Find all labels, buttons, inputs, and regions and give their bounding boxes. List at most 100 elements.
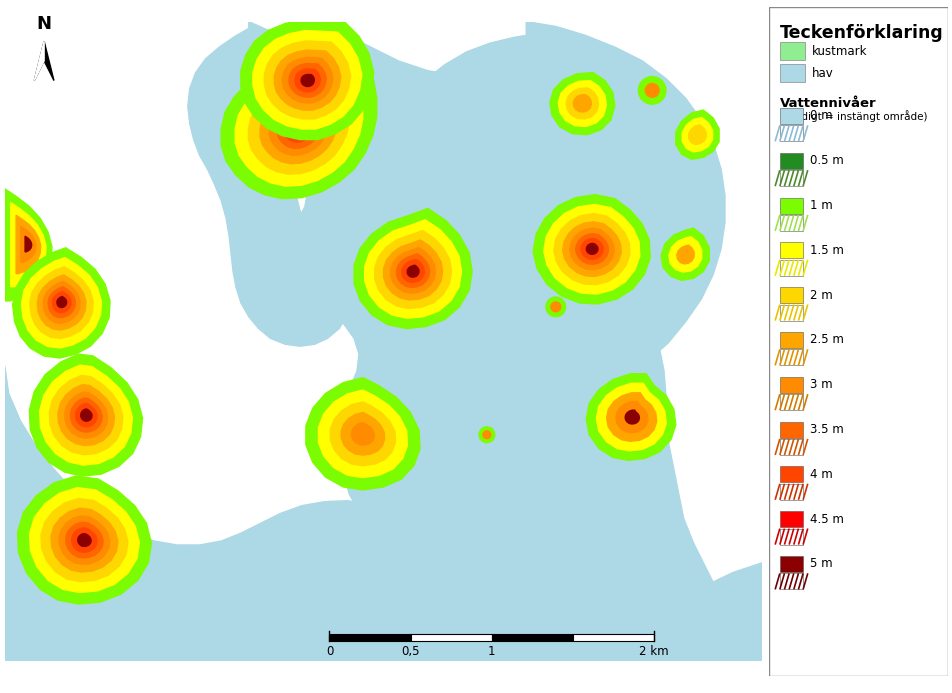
Bar: [779, 215, 803, 231]
Polygon shape: [43, 281, 80, 323]
Polygon shape: [22, 258, 101, 348]
Polygon shape: [668, 236, 701, 272]
Text: 3 m: 3 m: [809, 378, 832, 392]
Polygon shape: [585, 243, 597, 254]
Bar: [779, 260, 803, 276]
Polygon shape: [549, 73, 614, 134]
Polygon shape: [402, 259, 424, 282]
Polygon shape: [565, 88, 598, 119]
Text: N: N: [36, 15, 51, 33]
Polygon shape: [78, 534, 91, 547]
Bar: [779, 573, 803, 590]
Text: 3.5 m: 3.5 m: [809, 423, 843, 436]
Polygon shape: [16, 216, 41, 274]
Text: Teckenförklaring: Teckenförklaring: [779, 24, 942, 42]
Polygon shape: [372, 21, 724, 401]
Bar: [779, 556, 803, 572]
Polygon shape: [25, 236, 31, 252]
Polygon shape: [330, 402, 395, 466]
Polygon shape: [301, 74, 314, 87]
Text: 1.5 m: 1.5 m: [809, 244, 843, 257]
Polygon shape: [17, 476, 151, 604]
Circle shape: [545, 297, 565, 317]
Text: 0 m: 0 m: [809, 109, 832, 123]
Polygon shape: [70, 398, 102, 432]
Polygon shape: [295, 69, 320, 91]
Bar: [491, 633, 572, 642]
Polygon shape: [30, 354, 143, 476]
Text: 5 m: 5 m: [809, 557, 832, 570]
Bar: [779, 511, 803, 527]
Polygon shape: [269, 88, 328, 155]
Polygon shape: [40, 365, 132, 465]
Bar: [779, 152, 803, 169]
Polygon shape: [81, 409, 92, 421]
Polygon shape: [374, 231, 451, 308]
Polygon shape: [585, 374, 675, 460]
Polygon shape: [341, 412, 385, 455]
Bar: [779, 332, 803, 348]
Bar: [779, 198, 803, 213]
Polygon shape: [383, 240, 442, 300]
Polygon shape: [575, 234, 607, 264]
Polygon shape: [606, 393, 656, 441]
Text: 0: 0: [326, 645, 333, 658]
Polygon shape: [354, 209, 471, 328]
Bar: [779, 42, 804, 60]
Polygon shape: [5, 188, 52, 301]
Polygon shape: [562, 222, 621, 277]
Polygon shape: [51, 508, 118, 572]
Bar: [779, 243, 803, 258]
Bar: [779, 439, 803, 455]
Text: 0,5: 0,5: [401, 645, 420, 658]
Bar: [779, 421, 803, 437]
Polygon shape: [37, 275, 86, 330]
Polygon shape: [625, 410, 639, 424]
Polygon shape: [10, 202, 46, 287]
Polygon shape: [284, 108, 313, 142]
Polygon shape: [365, 220, 461, 318]
Text: 4.5 m: 4.5 m: [809, 513, 843, 526]
Bar: [779, 377, 803, 393]
Polygon shape: [34, 41, 54, 80]
Bar: [779, 125, 803, 141]
Polygon shape: [34, 41, 44, 80]
Circle shape: [645, 84, 659, 97]
Text: 2 km: 2 km: [639, 645, 668, 658]
Polygon shape: [675, 110, 719, 159]
Polygon shape: [688, 125, 705, 145]
Bar: [410, 633, 491, 642]
Polygon shape: [581, 238, 603, 259]
Polygon shape: [41, 498, 128, 581]
Polygon shape: [71, 528, 97, 552]
Bar: [779, 64, 804, 82]
Polygon shape: [661, 228, 708, 280]
Polygon shape: [59, 516, 109, 564]
Polygon shape: [291, 118, 307, 136]
Bar: [779, 529, 803, 545]
Circle shape: [550, 302, 560, 312]
Polygon shape: [274, 50, 341, 110]
Polygon shape: [277, 98, 321, 148]
Polygon shape: [235, 41, 363, 186]
Polygon shape: [544, 204, 639, 294]
Polygon shape: [558, 80, 605, 127]
Polygon shape: [5, 366, 762, 661]
Bar: [779, 394, 803, 410]
Polygon shape: [241, 19, 373, 139]
Polygon shape: [573, 95, 591, 112]
Bar: [779, 170, 803, 186]
Text: 1 m: 1 m: [809, 199, 832, 212]
Polygon shape: [252, 30, 362, 129]
Polygon shape: [615, 401, 647, 432]
Polygon shape: [12, 248, 109, 358]
Polygon shape: [65, 392, 108, 438]
Text: 0.5 m: 0.5 m: [809, 155, 843, 167]
Polygon shape: [407, 265, 419, 277]
Text: 4 m: 4 m: [809, 468, 832, 481]
Polygon shape: [318, 390, 407, 477]
Polygon shape: [676, 245, 693, 264]
Polygon shape: [48, 287, 75, 317]
Polygon shape: [248, 59, 349, 174]
Polygon shape: [264, 41, 350, 119]
